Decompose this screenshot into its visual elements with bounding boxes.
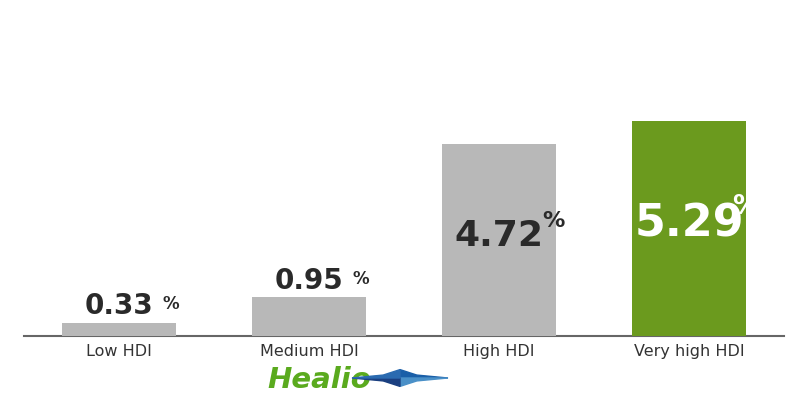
Text: %: % xyxy=(352,270,369,288)
Text: 0.95: 0.95 xyxy=(274,267,343,295)
Text: Healio: Healio xyxy=(267,366,371,394)
Polygon shape xyxy=(352,370,400,378)
Text: %: % xyxy=(732,194,759,220)
Bar xyxy=(442,144,556,336)
Text: Lifetime risk for lung cancer development by human development index (HDI):: Lifetime risk for lung cancer developmen… xyxy=(12,18,800,37)
Text: 4.72: 4.72 xyxy=(454,219,543,253)
Polygon shape xyxy=(400,378,448,386)
Polygon shape xyxy=(400,370,448,378)
Text: 0.33: 0.33 xyxy=(85,292,154,320)
Text: 5.29: 5.29 xyxy=(634,202,744,246)
Bar xyxy=(252,297,366,336)
Text: %: % xyxy=(162,295,179,313)
Bar xyxy=(62,323,176,336)
Text: %: % xyxy=(542,211,565,231)
Polygon shape xyxy=(352,378,400,386)
Bar xyxy=(632,121,746,336)
